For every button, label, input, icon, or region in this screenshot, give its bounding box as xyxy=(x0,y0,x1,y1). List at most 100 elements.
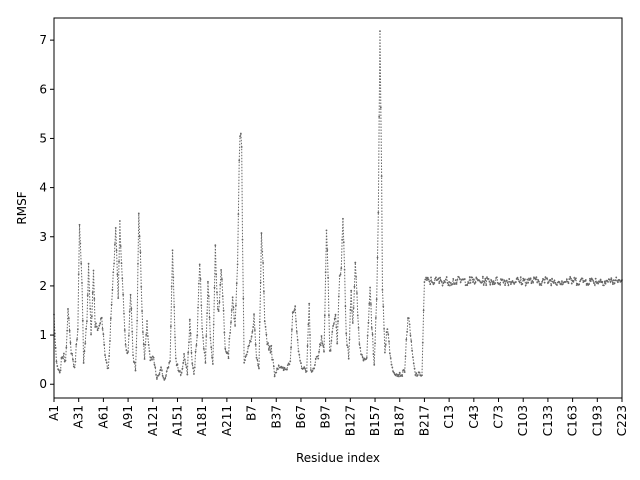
rmsf-data-point xyxy=(421,374,423,377)
rmsf-data-point xyxy=(299,359,302,362)
rmsf-data-point xyxy=(485,284,488,287)
rmsf-data-point xyxy=(440,280,443,283)
rmsf-data-point xyxy=(91,291,94,294)
rmsf-data-point xyxy=(551,277,553,280)
rmsf-data-point xyxy=(498,282,501,285)
rmsf-data-point xyxy=(599,278,602,281)
rmsf-data-point xyxy=(207,280,209,283)
rmsf-data-point xyxy=(530,282,533,285)
rmsf-data-point xyxy=(193,373,195,375)
rmsf-data-point xyxy=(193,366,196,369)
rmsf-data-point xyxy=(165,370,168,373)
rmsf-data-point xyxy=(213,286,216,289)
rmsf-data-point xyxy=(95,325,98,328)
rmsf-data-point xyxy=(412,356,414,359)
rmsf-data-point xyxy=(215,273,218,276)
rmsf-data-point xyxy=(203,351,206,354)
rmsf-data-point xyxy=(541,280,544,283)
rmsf-data-point xyxy=(487,278,490,280)
rmsf-data-point xyxy=(147,343,150,346)
rmsf-data-point xyxy=(607,280,609,283)
rmsf-data-point xyxy=(303,366,306,369)
rmsf-data-point xyxy=(438,282,441,285)
rmsf-data-point xyxy=(432,283,435,286)
rmsf-data-point xyxy=(349,308,352,311)
rmsf-data-point xyxy=(258,367,260,370)
rmsf-data-point xyxy=(528,277,530,280)
rmsf-data-point xyxy=(433,282,436,284)
rmsf-data-point xyxy=(608,278,611,281)
rmsf-data-point xyxy=(383,327,385,330)
rmsf-data-point xyxy=(351,310,353,312)
rmsf-data-point xyxy=(183,352,185,355)
rmsf-data-point xyxy=(449,281,452,284)
rmsf-data-point xyxy=(245,353,248,356)
x-tick-label: B37 xyxy=(269,405,283,429)
rmsf-data-point xyxy=(268,345,271,348)
rmsf-data-point xyxy=(73,366,76,369)
y-tick-label: 1 xyxy=(39,328,47,342)
rmsf-data-point xyxy=(612,279,615,282)
rmsf-data-point xyxy=(413,367,416,370)
rmsf-data-point xyxy=(139,251,142,254)
rmsf-data-point xyxy=(141,310,143,312)
rmsf-data-point xyxy=(109,339,111,342)
rmsf-data-point xyxy=(224,347,227,350)
rmsf-data-point xyxy=(425,276,427,279)
rmsf-data-point xyxy=(232,306,235,309)
rmsf-data-point xyxy=(504,284,507,287)
y-tick-label: 7 xyxy=(39,33,47,47)
rmsf-data-point xyxy=(376,256,379,259)
rmsf-data-point xyxy=(575,284,578,287)
rmsf-data-point xyxy=(92,269,95,272)
rmsf-data-point xyxy=(489,283,492,286)
rmsf-data-point xyxy=(395,373,398,376)
rmsf-data-point xyxy=(488,280,491,283)
rmsf-data-point xyxy=(216,291,218,294)
rmsf-data-point xyxy=(76,338,78,341)
rmsf-data-point xyxy=(207,295,210,298)
rmsf-data-point xyxy=(218,301,221,304)
x-axis-label: Residue index xyxy=(296,451,380,465)
rmsf-data-point xyxy=(305,370,308,373)
rmsf-data-point xyxy=(103,343,106,346)
rmsf-data-point xyxy=(159,369,162,372)
rmsf-data-point xyxy=(561,280,563,283)
rmsf-data-point xyxy=(366,334,369,337)
rmsf-data-point xyxy=(379,106,382,109)
rmsf-data-point xyxy=(615,276,618,279)
rmsf-data-point xyxy=(181,367,184,370)
rmsf-data-point xyxy=(75,343,78,346)
rmsf-data-point xyxy=(508,278,511,280)
rmsf-data-point xyxy=(365,356,368,359)
x-tick-label: C13 xyxy=(442,405,456,429)
rmsf-data-point xyxy=(502,281,505,284)
rmsf-data-point xyxy=(296,339,299,341)
rmsf-data-point xyxy=(603,280,606,283)
rmsf-data-point xyxy=(161,374,164,377)
rmsf-data-point xyxy=(235,282,238,285)
rmsf-data-point xyxy=(569,276,572,278)
rmsf-data-point xyxy=(397,373,399,376)
rmsf-data-point xyxy=(543,281,546,284)
rmsf-data-point xyxy=(346,344,348,347)
rmsf-data-point xyxy=(64,359,67,362)
rmsf-data-point xyxy=(267,342,269,344)
rmsf-data-point xyxy=(226,351,229,354)
rmsf-data-point xyxy=(549,278,552,281)
rmsf-data-point xyxy=(267,348,270,351)
rmsf-data-point xyxy=(377,211,380,214)
rmsf-data-point xyxy=(184,363,187,366)
rmsf-data-point xyxy=(84,342,87,344)
y-axis-label: RMSF xyxy=(15,191,29,224)
rmsf-data-point xyxy=(387,333,390,336)
rmsf-data-point xyxy=(269,351,272,354)
rmsf-data-point xyxy=(101,328,104,330)
rmsf-data-point xyxy=(422,309,425,312)
rmsf-data-point xyxy=(230,321,232,324)
rmsf-data-point xyxy=(307,323,310,326)
rmsf-data-point xyxy=(336,342,339,345)
rmsf-data-point xyxy=(537,279,539,281)
rmsf-data-point xyxy=(228,337,231,340)
rmsf-data-point xyxy=(229,331,232,334)
